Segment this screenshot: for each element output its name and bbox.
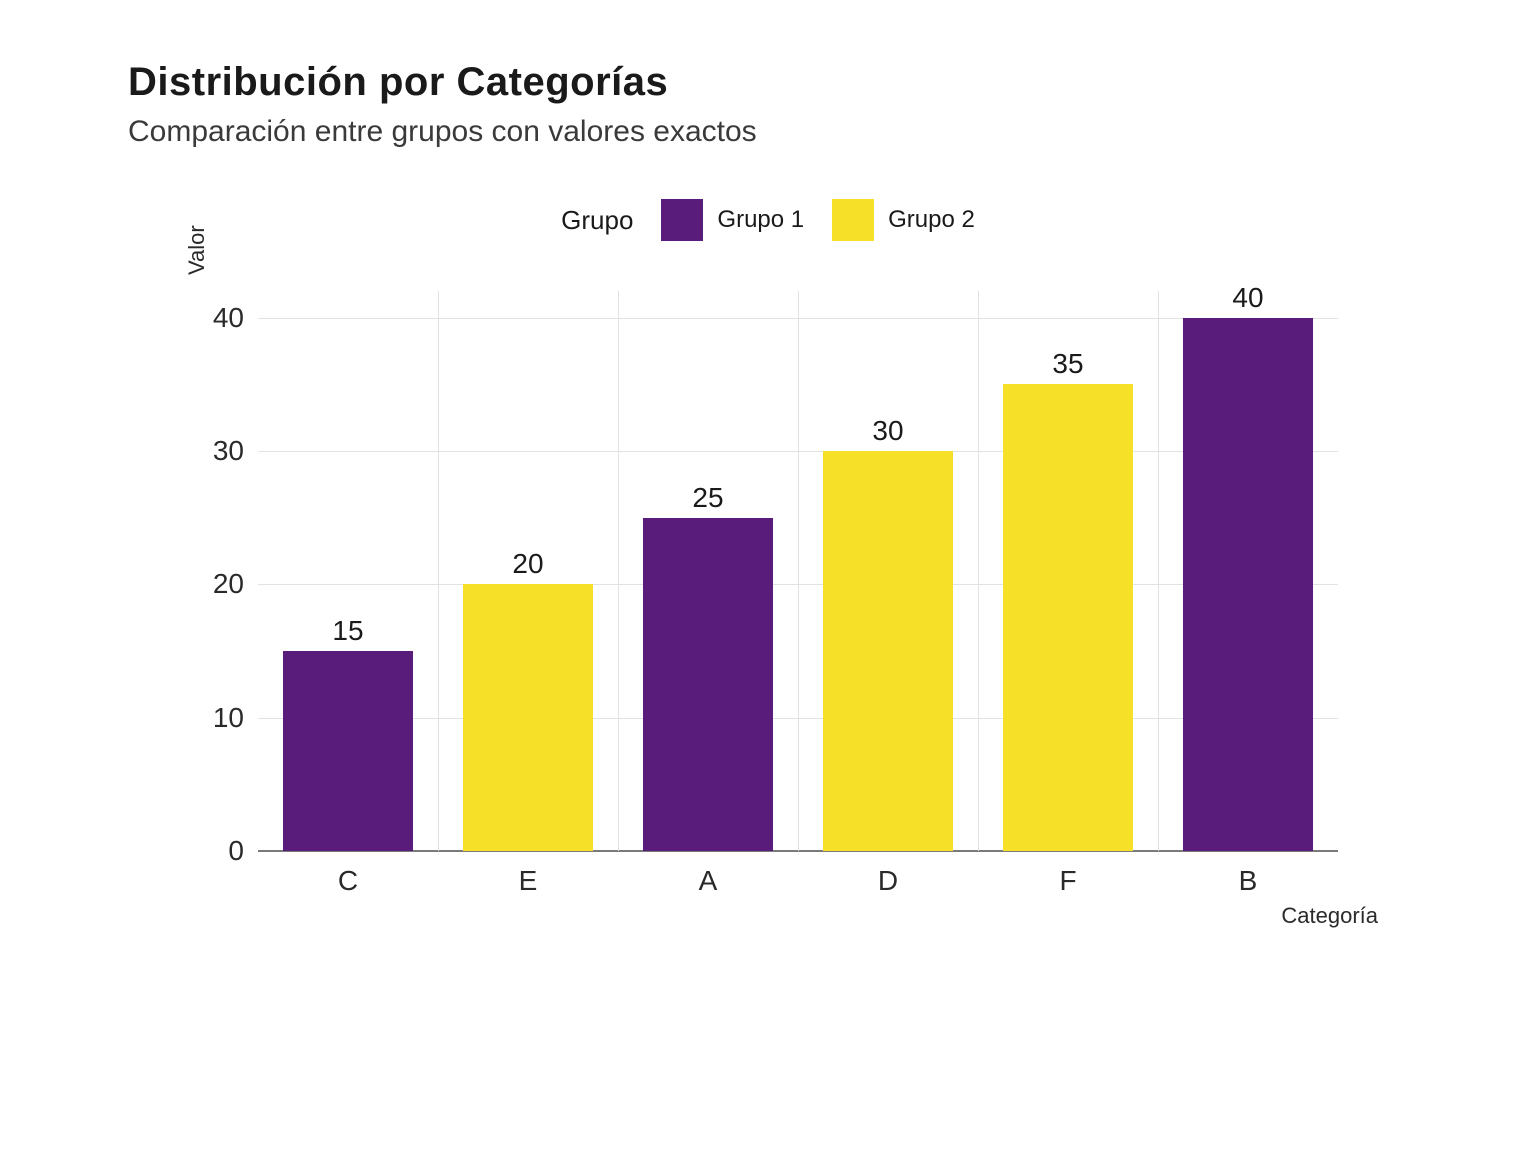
bar-e: 20 xyxy=(463,584,593,851)
chart-container: Distribución por Categorías Comparación … xyxy=(128,60,1408,1060)
bar-value-label: 35 xyxy=(1003,348,1133,380)
bar-value-label: 15 xyxy=(283,615,413,647)
bar-a: 25 xyxy=(643,518,773,851)
y-tick-label: 40 xyxy=(184,302,258,334)
bar-value-label: 20 xyxy=(463,548,593,580)
x-tick-label: F xyxy=(1059,851,1076,897)
legend-item-grupo1: Grupo 1 xyxy=(661,199,804,241)
y-tick-label: 30 xyxy=(184,435,258,467)
bar-d: 30 xyxy=(823,451,953,851)
chart-legend: Grupo Grupo 1 Grupo 2 xyxy=(128,199,1408,241)
y-tick-label: 20 xyxy=(184,568,258,600)
plot-inner: Categoría 010203040CEADFB152025303540 xyxy=(258,291,1338,851)
legend-item-grupo2: Grupo 2 xyxy=(832,199,975,241)
chart-title: Distribución por Categorías xyxy=(128,60,1408,105)
y-axis-title: Valor xyxy=(184,225,210,275)
bar-b: 40 xyxy=(1183,318,1313,851)
bar-value-label: 25 xyxy=(643,482,773,514)
x-tick-label: C xyxy=(338,851,358,897)
legend-swatch-grupo1 xyxy=(661,199,703,241)
bar-c: 15 xyxy=(283,651,413,851)
x-axis-title: Categoría xyxy=(1281,903,1378,929)
vgridline xyxy=(438,291,439,851)
x-tick-label: B xyxy=(1239,851,1258,897)
bar-value-label: 40 xyxy=(1183,282,1313,314)
plot-area: Valor Categoría 010203040CEADFB152025303… xyxy=(178,271,1358,931)
x-tick-label: D xyxy=(878,851,898,897)
x-tick-label: E xyxy=(519,851,538,897)
legend-label-grupo2: Grupo 2 xyxy=(888,206,975,234)
vgridline xyxy=(798,291,799,851)
x-tick-label: A xyxy=(699,851,718,897)
vgridline xyxy=(978,291,979,851)
legend-swatch-grupo2 xyxy=(832,199,874,241)
legend-label-grupo1: Grupo 1 xyxy=(717,206,804,234)
vgridline xyxy=(1158,291,1159,851)
y-tick-label: 10 xyxy=(184,702,258,734)
y-tick-label: 0 xyxy=(184,835,258,867)
bar-f: 35 xyxy=(1003,384,1133,851)
vgridline xyxy=(618,291,619,851)
chart-subtitle: Comparación entre grupos con valores exa… xyxy=(128,115,1408,149)
legend-title: Grupo xyxy=(561,205,633,236)
bar-value-label: 30 xyxy=(823,415,953,447)
